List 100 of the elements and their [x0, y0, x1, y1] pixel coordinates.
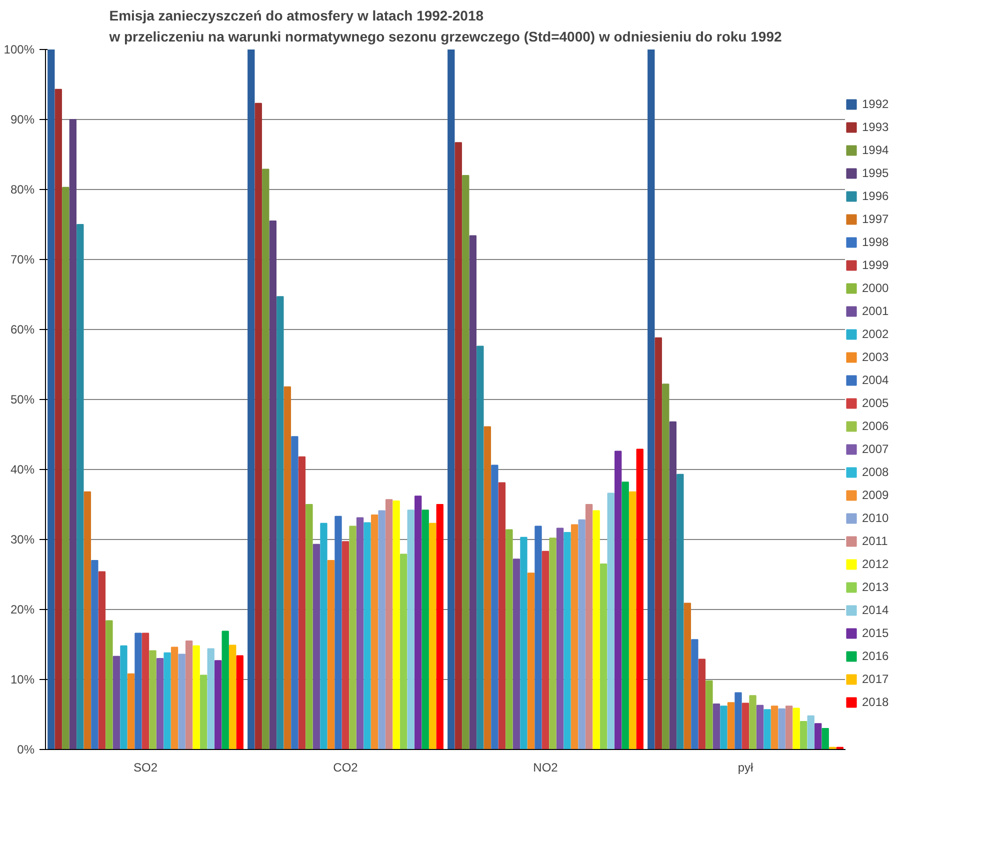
x-tick-label: SO2: [133, 760, 158, 774]
bar: [327, 560, 335, 750]
y-tick-label: 90%: [10, 112, 35, 126]
bar: [549, 538, 556, 750]
bar: [248, 50, 255, 750]
bar: [506, 529, 513, 750]
x-tick-label: pył: [738, 760, 754, 774]
bar: [436, 504, 444, 750]
legend-label: 2005: [862, 396, 889, 410]
legend-label: 2015: [862, 626, 889, 640]
bar: [156, 658, 164, 750]
bar: [607, 492, 614, 750]
x-tick-label: CO2: [333, 760, 358, 774]
bar: [269, 220, 276, 750]
bar: [349, 526, 356, 750]
legend-label: 2017: [862, 672, 889, 686]
bar: [84, 491, 92, 750]
y-tick-label: 10%: [10, 672, 35, 686]
bar: [127, 673, 135, 750]
y-tick-label: 50%: [10, 392, 35, 406]
bar: [676, 474, 684, 750]
bar: [498, 482, 506, 750]
bar: [570, 524, 578, 750]
bar: [462, 175, 470, 750]
legend-label: 1996: [862, 189, 889, 203]
bar: [785, 706, 793, 750]
bar: [291, 436, 298, 750]
bar: [112, 656, 120, 750]
bar: [298, 456, 306, 750]
bar: [534, 526, 542, 750]
bar: [164, 652, 171, 750]
bar: [91, 560, 98, 750]
legend-label: 2018: [862, 695, 889, 709]
bar: [149, 650, 156, 750]
legend-label: 1993: [862, 120, 889, 134]
bar: [727, 702, 735, 750]
bar: [378, 510, 386, 750]
bar: [484, 426, 492, 750]
bar: [662, 384, 670, 750]
bar: [629, 491, 636, 750]
bar: [370, 514, 378, 750]
bar: [669, 421, 676, 750]
legend-label: 2002: [862, 327, 889, 341]
legend-label: 1997: [862, 212, 889, 226]
y-tick-label: 30%: [10, 532, 35, 546]
bar: [636, 448, 644, 750]
bar: [222, 630, 229, 750]
bar: [800, 721, 808, 750]
legend-label: 1995: [862, 166, 889, 180]
bar: [262, 168, 270, 750]
bar: [429, 522, 436, 750]
chart-title: Emisja zanieczyszczeń do atmosfery w latach 1992-2018 w przeliczeniu na warunki normatywnego sezonu grzewczego (Std=4000) w odniesieniu do roku 1992: [108, 8, 782, 44]
bar: [578, 519, 586, 750]
bar: [476, 346, 484, 750]
bar: [207, 648, 214, 750]
bar: [822, 728, 829, 750]
y-tick-label: 100%: [4, 42, 35, 56]
bar: [792, 708, 800, 750]
bar: [512, 558, 520, 750]
bar: [192, 645, 200, 750]
bar: [770, 706, 778, 750]
bar: [76, 224, 84, 750]
bar: [334, 516, 342, 750]
bar: [614, 450, 622, 750]
bar: [284, 386, 292, 750]
bar: [170, 646, 178, 750]
bar: [312, 544, 320, 750]
legend-label: 2013: [862, 580, 889, 594]
bar: [407, 510, 414, 750]
bar: [684, 602, 692, 750]
legend-label: 2008: [862, 465, 889, 479]
bar: [448, 50, 455, 750]
bar: [364, 522, 371, 750]
bar: [648, 50, 655, 750]
bar: [185, 640, 193, 750]
bar: [306, 504, 313, 750]
bar: [756, 704, 764, 750]
bar: [622, 482, 629, 750]
legend-label: 2014: [862, 603, 889, 617]
bar: [142, 632, 150, 750]
bar: [48, 50, 55, 750]
bar: [134, 632, 142, 750]
bar: [98, 571, 106, 750]
bar: [491, 464, 498, 750]
bar: [469, 235, 476, 750]
bar: [320, 522, 328, 750]
legend-label: 2004: [862, 373, 889, 387]
legend-label: 1994: [862, 143, 889, 157]
legend-label: 1992: [862, 97, 889, 111]
y-tick-label: 40%: [10, 462, 35, 476]
legend-label: 2009: [862, 488, 889, 502]
legend-label: 2016: [862, 649, 889, 663]
bar: [62, 186, 70, 750]
bar: [254, 102, 262, 750]
bar: [414, 496, 422, 750]
bar: [527, 572, 535, 750]
bar: [200, 674, 208, 750]
x-tick-label: NO2: [533, 760, 558, 774]
bar: [342, 541, 350, 750]
bar: [106, 620, 113, 750]
